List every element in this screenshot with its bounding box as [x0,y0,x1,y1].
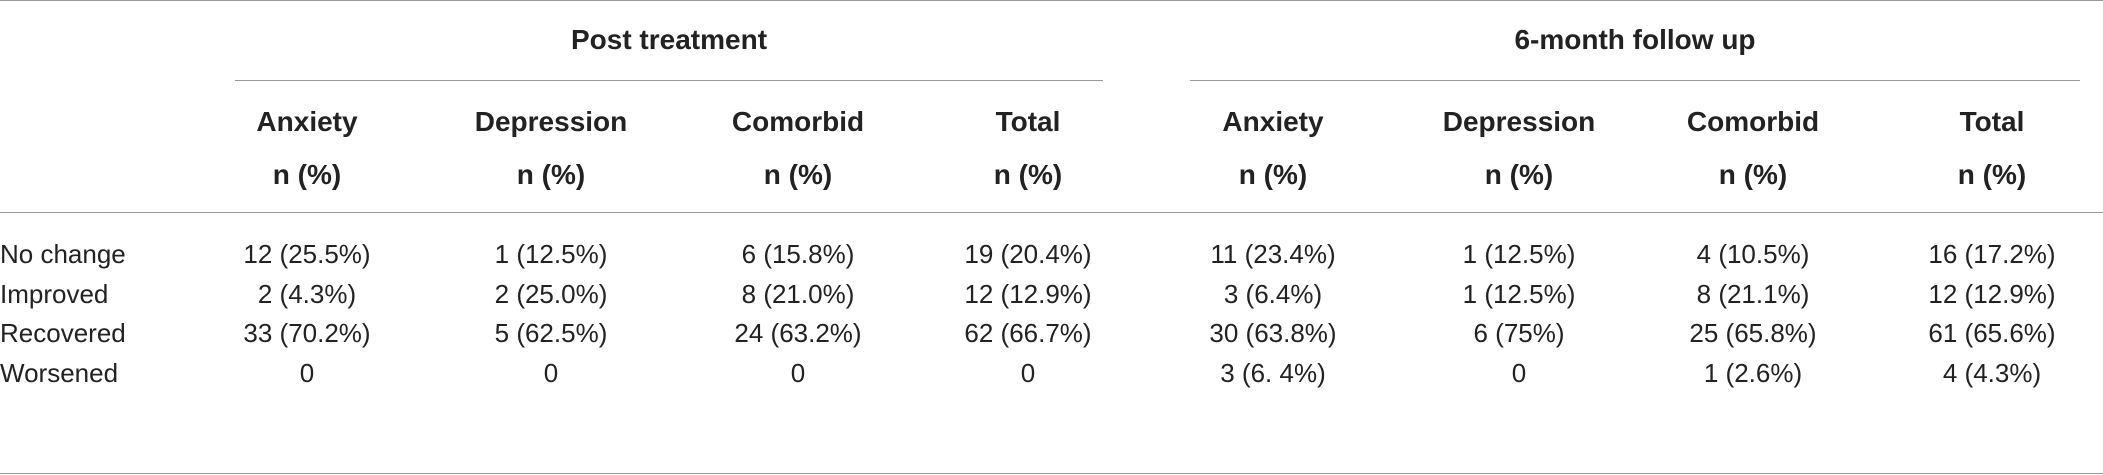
table-cell: 61 (65.6%) [1928,318,2056,348]
table-cell: 0 [1511,358,1527,388]
col-header-post-total: Total [995,106,1061,137]
table-cell: 2 (4.3%) [257,279,357,309]
table-cell: 4 (4.3%) [1942,358,2042,388]
group-header-post-treatment: Post treatment [570,24,768,55]
table-cell: 12 (12.9%) [964,279,1092,309]
col-header-followup-total: Total [1959,106,2025,137]
col-header-post-depression: Depression [474,106,628,137]
table-cell: 0 [299,358,315,388]
row-label-improved: Improved [0,279,109,309]
table-cell: 62 (66.7%) [964,318,1092,348]
table-cell: 6 (15.8%) [741,239,855,269]
table-cell: 3 (6.4%) [1223,279,1323,309]
col-header-followup-depression: Depression [1442,106,1596,137]
table-cell: 1 (2.6%) [1703,358,1803,388]
table-cell: 1 (12.5%) [1462,279,1576,309]
table-cell: 3 (6. 4%) [1220,358,1326,388]
table-cell: 12 (25.5%) [243,239,371,269]
table-cell: 1 (12.5%) [494,239,608,269]
col-unit-followup-comorbid: n (%) [1718,159,1788,190]
table-cell: 25 (65.8%) [1689,318,1817,348]
table-cell: 11 (23.4%) [1210,239,1336,269]
col-unit-post-comorbid: n (%) [763,159,833,190]
table-cell: 0 [790,358,806,388]
table-cell: 12 (12.9%) [1928,279,2056,309]
col-unit-post-depression: n (%) [516,159,586,190]
group-header-followup: 6-month follow up [1514,24,1756,55]
post-treatment-group-rule [235,80,1103,81]
col-header-followup-anxiety: Anxiety [1222,106,1324,137]
table-cell: 0 [1020,358,1036,388]
table-top-rule [0,0,2103,1]
table-cell: 33 (70.2%) [243,318,371,348]
header-bottom-rule [0,212,2103,213]
table-cell: 8 (21.1%) [1696,279,1810,309]
row-label-no-change: No change [0,239,126,269]
table-cell: 4 (10.5%) [1696,239,1810,269]
table-cell: 6 (75%) [1473,318,1565,348]
table-cell: 2 (25.0%) [494,279,608,309]
table-cell: 8 (21.0%) [741,279,855,309]
row-label-worsened: Worsened [0,358,119,388]
col-header-post-anxiety: Anxiety [256,106,358,137]
col-header-post-comorbid: Comorbid [731,106,865,137]
col-unit-followup-total: n (%) [1957,159,2027,190]
row-label-recovered: Recovered [0,318,126,348]
table-cell: 0 [543,358,559,388]
table-cell: 30 (63.8%) [1209,318,1337,348]
col-unit-followup-depression: n (%) [1484,159,1554,190]
table-bottom-rule [0,473,2103,474]
table-cell: 19 (20.4%) [964,239,1092,269]
col-unit-followup-anxiety: n (%) [1238,159,1308,190]
table-cell: 24 (63.2%) [734,318,862,348]
col-unit-post-anxiety: n (%) [272,159,342,190]
table-cell: 5 (62.5%) [494,318,608,348]
col-header-followup-comorbid: Comorbid [1686,106,1820,137]
table-cell: 16 (17.2%) [1928,239,2056,269]
col-unit-post-total: n (%) [993,159,1063,190]
followup-group-rule [1190,80,2080,81]
table-cell: 1 (12.5%) [1462,239,1576,269]
